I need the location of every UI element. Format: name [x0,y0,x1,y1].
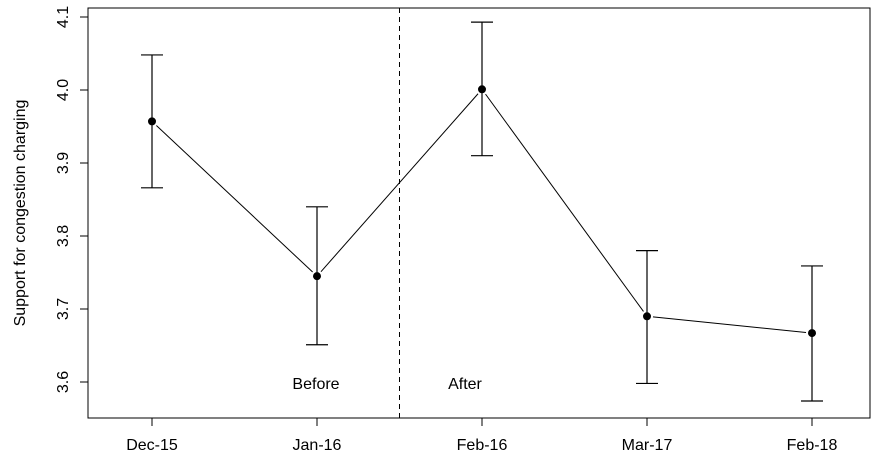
x-tick-label: Jan-16 [293,437,342,454]
data-point [478,85,486,94]
annotation-after: After [448,376,482,393]
annotation-before: Before [292,376,339,393]
data-point [148,117,156,126]
plot-frame [87,7,871,419]
data-point [643,312,651,321]
chart-marks: Dec-15 Jan-16 Feb-16 Mar-17 Feb-18 3.6 3.7 3.8 3… [55,6,837,454]
x-tick-label: Dec-15 [126,437,178,454]
y-tick-label: 4.1 [55,6,72,28]
y-tick-label: 3.7 [55,298,72,320]
y-tick-label: 4.0 [55,79,72,101]
series-line-segment [320,93,479,272]
y-tick-label: 3.6 [55,371,72,393]
x-tick-label: Feb-16 [457,437,508,454]
data-point [808,329,816,338]
x-tick-label: Mar-17 [622,437,673,454]
data-point [313,272,321,281]
series-line-segment [485,93,644,312]
series-line-segment [652,316,807,333]
y-tick-label: 3.8 [55,225,72,247]
series-line-segment [156,125,313,273]
y-tick-label: 3.9 [55,152,72,174]
x-tick-label: Feb-18 [787,437,838,454]
y-axis-label: Support for congestion charging [12,100,29,327]
